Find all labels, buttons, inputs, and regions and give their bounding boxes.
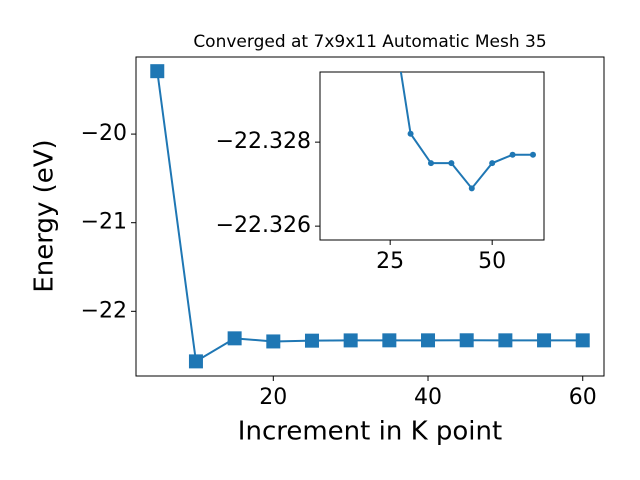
marker (150, 64, 165, 79)
marker (266, 334, 281, 349)
marker (448, 160, 455, 167)
marker (421, 333, 436, 348)
marker (382, 333, 397, 348)
marker (489, 160, 496, 167)
marker (188, 354, 203, 369)
y-tick-label: −21 (81, 210, 127, 235)
marker (343, 333, 358, 348)
x-axis-label: Increment in K point (238, 417, 502, 447)
marker (227, 331, 242, 346)
marker (509, 151, 516, 158)
y-tick-label: −20 (81, 121, 127, 146)
plot-area (150, 64, 590, 369)
marker (468, 185, 475, 192)
marker (537, 333, 552, 348)
marker (304, 333, 319, 348)
y-tick-label: −22.326 (216, 213, 311, 238)
x-tick-label: 60 (569, 385, 597, 410)
x-tick-label: 40 (414, 385, 442, 410)
marker (387, 1, 393, 7)
marker (575, 333, 590, 348)
y-axis-label: Energy (eV) (30, 139, 60, 292)
y-tick-label: −22.328 (216, 129, 311, 154)
marker (459, 333, 474, 348)
plot-area (387, 1, 536, 192)
marker (498, 333, 513, 348)
axes-background (319, 71, 545, 241)
marker (407, 130, 414, 137)
x-tick-label: 50 (478, 249, 506, 274)
series-line (399, 72, 533, 190)
chart-title: Converged at 7x9x11 Automatic Mesh 35 (193, 32, 546, 52)
y-tick-label: −22 (81, 298, 127, 323)
x-tick-label: 20 (259, 385, 287, 410)
x-tick-label: 25 (376, 249, 404, 274)
marker (427, 160, 434, 167)
marker (529, 151, 536, 158)
